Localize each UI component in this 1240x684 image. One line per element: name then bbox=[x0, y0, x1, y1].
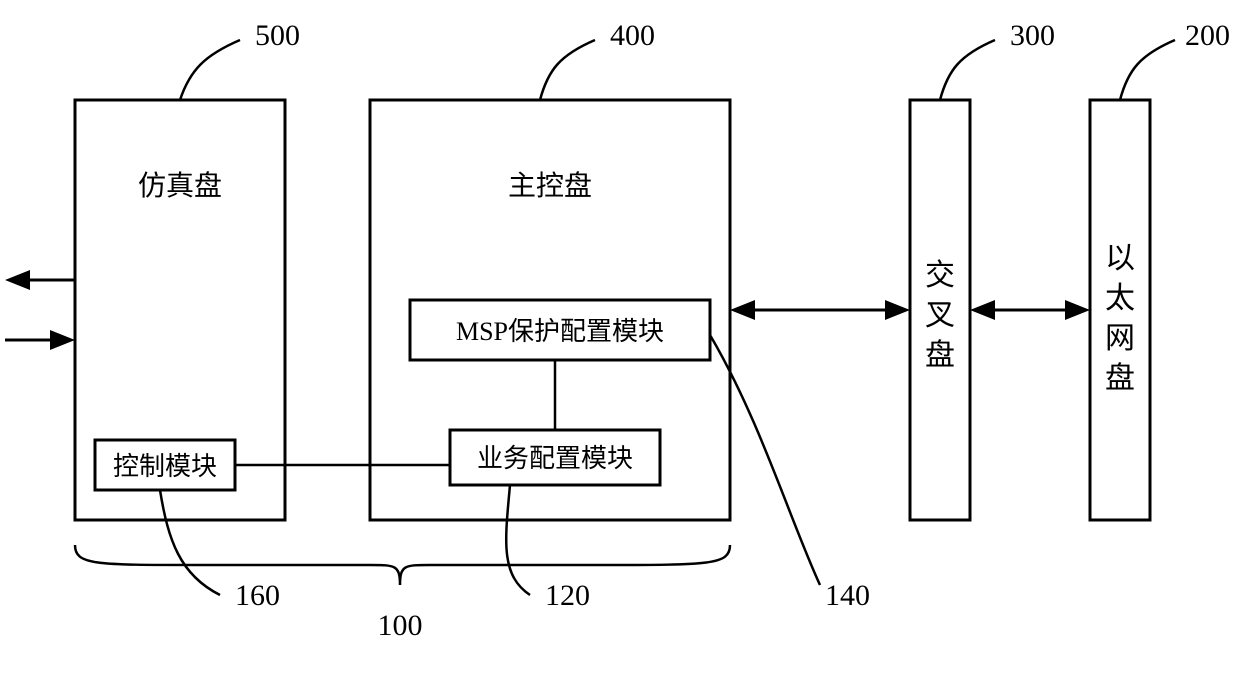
arrowhead-left-1 bbox=[730, 300, 755, 320]
callout-140-leader bbox=[710, 335, 820, 585]
ctrl-module-label: 控制模块 bbox=[113, 452, 217, 481]
ether-board-vtext-1: 以 bbox=[1105, 242, 1135, 275]
callout-500-leader bbox=[180, 40, 240, 100]
cross-board-vtext-3: 盘 bbox=[925, 339, 955, 372]
callout-300-leader bbox=[940, 40, 995, 100]
group-brace-100 bbox=[75, 545, 730, 585]
cross-board-vtext-2: 叉 bbox=[925, 299, 955, 332]
callout-160-num: 160 bbox=[235, 579, 280, 612]
ether-board-vtext-3: 网 bbox=[1105, 322, 1135, 355]
arrowhead-out bbox=[5, 270, 30, 290]
arrowhead-right-2 bbox=[1065, 300, 1090, 320]
msp-module-label: MSP保护配置模块 bbox=[456, 317, 664, 346]
ether-board-vtext-4: 盘 bbox=[1105, 362, 1135, 395]
callout-400-leader bbox=[540, 40, 595, 100]
callout-300-num: 300 bbox=[1010, 19, 1055, 52]
arrowhead-left-2 bbox=[970, 300, 995, 320]
arrowhead-in bbox=[50, 330, 75, 350]
main-board-label: 主控盘 bbox=[508, 170, 592, 202]
callout-200-leader bbox=[1120, 40, 1175, 100]
callout-120-leader bbox=[506, 485, 530, 595]
callout-140-num: 140 bbox=[825, 579, 870, 612]
svc-module-label: 业务配置模块 bbox=[477, 444, 633, 473]
cross-board-vtext-1: 交 bbox=[925, 259, 955, 292]
group-100-num: 100 bbox=[378, 609, 423, 642]
ether-board-vtext-2: 太 bbox=[1105, 282, 1135, 315]
callout-200-num: 200 bbox=[1185, 19, 1230, 52]
arrowhead-right-1 bbox=[885, 300, 910, 320]
callout-160-leader bbox=[160, 490, 220, 595]
sim-board-label: 仿真盘 bbox=[138, 170, 222, 202]
callout-400-num: 400 bbox=[610, 19, 655, 52]
callout-120-num: 120 bbox=[545, 579, 590, 612]
callout-500-num: 500 bbox=[255, 19, 300, 52]
